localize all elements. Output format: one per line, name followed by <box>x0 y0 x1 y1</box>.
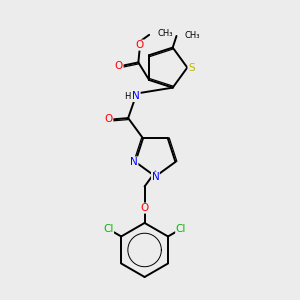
Text: S: S <box>188 63 195 73</box>
Text: O: O <box>115 61 123 71</box>
Text: O: O <box>140 203 149 213</box>
Text: N: N <box>132 92 140 101</box>
Text: CH₃: CH₃ <box>184 32 200 40</box>
Text: Cl: Cl <box>103 224 113 234</box>
Text: Cl: Cl <box>176 224 186 234</box>
Text: N: N <box>152 172 159 182</box>
Text: N: N <box>130 157 138 167</box>
Text: H: H <box>124 92 130 101</box>
Text: O: O <box>136 40 144 50</box>
Text: CH₃: CH₃ <box>157 29 173 38</box>
Text: O: O <box>105 114 113 124</box>
